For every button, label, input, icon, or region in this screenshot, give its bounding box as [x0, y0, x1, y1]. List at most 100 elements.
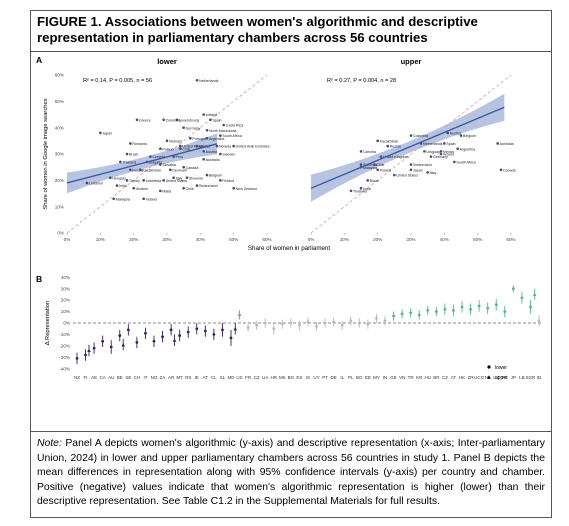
category-label: UA	[262, 375, 268, 380]
point-label: Chile	[376, 163, 384, 167]
circle-marker	[417, 313, 421, 317]
data-point	[409, 163, 413, 166]
category-label: HK	[459, 375, 465, 380]
y-tick-label: 60%	[55, 73, 64, 78]
point-label: Brazil	[129, 153, 138, 157]
category-label: SGR	[526, 375, 537, 380]
data-point	[439, 152, 443, 156]
point-label: Finland	[222, 179, 234, 183]
y-axis-label: Share of women in Google image searches	[43, 98, 49, 209]
regression-line	[310, 106, 505, 189]
point-label: Czechia	[363, 150, 376, 154]
y-tick-label: -40%	[59, 366, 70, 371]
circle-marker	[246, 326, 250, 329]
y-tick-label: 30%	[55, 152, 64, 157]
data-point	[139, 168, 142, 172]
point-label: Slovakia	[162, 163, 176, 167]
circle-marker	[392, 314, 395, 318]
data-point	[456, 147, 459, 151]
point-label: Slovenia	[363, 163, 377, 167]
category-label: SE	[125, 375, 131, 380]
category-label: ZR	[468, 375, 475, 380]
circle-marker	[443, 307, 447, 311]
point-label: Mexico	[443, 150, 454, 154]
data-point	[115, 184, 119, 187]
data-point	[195, 184, 199, 187]
triangle-marker	[532, 292, 537, 297]
point-label: United Kingdom	[383, 155, 409, 159]
circle-marker	[289, 321, 293, 325]
y-tick-label: 50%	[55, 99, 64, 104]
category-label: JP	[511, 375, 516, 380]
circle-marker	[255, 323, 259, 327]
circle-marker	[349, 319, 353, 323]
point-label: Switzerland	[413, 163, 432, 167]
point-label: Italy	[176, 176, 183, 180]
y-tick-label: 40%	[55, 125, 64, 130]
data-point	[359, 186, 363, 190]
data-point	[189, 136, 192, 140]
circle-marker	[434, 310, 438, 313]
data-point	[135, 118, 139, 122]
category-label: AU	[108, 375, 114, 380]
circle-marker	[109, 345, 113, 349]
point-label: Russia	[132, 168, 143, 172]
data-point	[162, 118, 165, 122]
circle-marker	[511, 287, 515, 291]
circle-marker	[323, 321, 327, 325]
stats-annotation: R² = 0.14, P = 0.005, n = 56	[83, 78, 152, 84]
point-label: Indonesia	[146, 179, 162, 183]
data-point	[119, 160, 122, 164]
triangle-marker	[233, 326, 238, 331]
data-point	[169, 168, 172, 172]
category-label: CA	[100, 375, 106, 380]
point-label: Poland	[162, 147, 173, 151]
data-point	[222, 123, 225, 127]
category-label: IS	[306, 375, 310, 380]
point-label: Malta	[162, 189, 171, 193]
category-label: NO	[151, 375, 158, 380]
panel-title: upper	[401, 57, 422, 66]
category-label: IN	[383, 375, 388, 380]
circle-marker	[212, 333, 216, 336]
identity-line	[310, 74, 512, 234]
note-lead: Note:	[37, 438, 62, 449]
circle-marker	[529, 305, 532, 309]
category-label: NZ	[74, 375, 80, 380]
category-label: UY	[313, 375, 319, 380]
circle-marker	[221, 328, 224, 332]
data-point	[499, 168, 503, 172]
circle-marker	[537, 319, 541, 323]
circle-marker	[126, 328, 130, 332]
x-tick-label: 30%	[406, 237, 415, 242]
circle-marker	[486, 306, 490, 310]
panel-letter-b: B	[36, 274, 42, 284]
data-point	[185, 176, 189, 179]
circle-marker	[152, 339, 156, 343]
point-label: New Zealand	[236, 187, 257, 191]
data-point	[202, 113, 205, 116]
category-label: CL	[211, 375, 217, 380]
data-point	[202, 150, 205, 153]
data-point	[423, 150, 426, 153]
point-label: Austria	[206, 150, 217, 154]
category-label: HR	[271, 375, 278, 380]
point-label: Malaysia	[363, 166, 377, 170]
data-point	[409, 168, 413, 172]
data-point	[159, 163, 162, 166]
data-point	[129, 142, 132, 145]
data-point	[179, 144, 182, 148]
y-tick-label: -20%	[59, 343, 70, 348]
point-label: Belgium	[209, 174, 222, 178]
circle-marker	[280, 322, 284, 326]
note-text: Panel A depicts women's algorithmic (y-a…	[37, 438, 545, 508]
x-tick-label: 20%	[129, 237, 138, 242]
y-tick-label: 20%	[55, 178, 64, 183]
category-label: BE	[117, 375, 123, 380]
data-point	[496, 142, 499, 145]
data-point	[393, 173, 396, 177]
data-point	[179, 147, 182, 151]
category-label: PT	[322, 375, 328, 380]
data-point	[373, 163, 376, 166]
circle-marker	[477, 304, 481, 308]
